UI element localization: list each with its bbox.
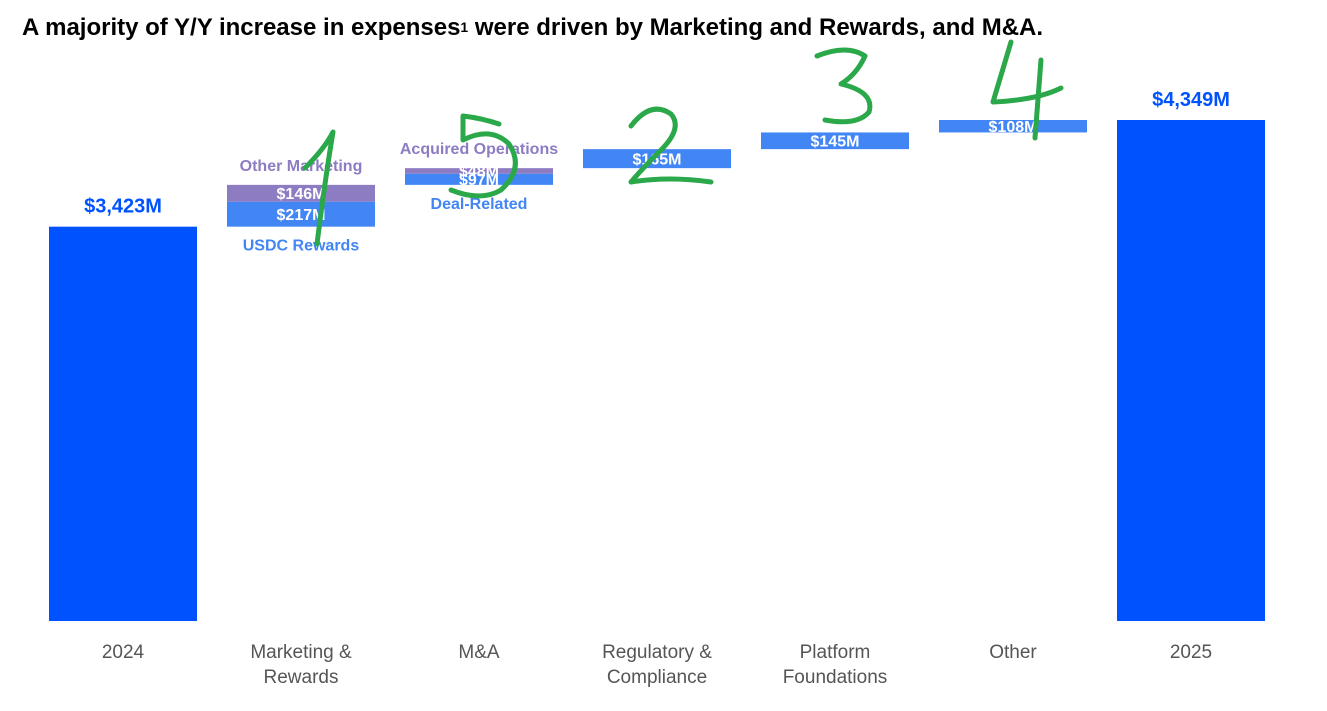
annotation-deal-related: Deal-Related: [431, 196, 528, 213]
labels-layer: $3,423M 2024 $217M $146M Marketing & Rewards $…: [84, 89, 1230, 688]
data-label-marketing-and-rewards-usdc-rewards: $217M: [277, 207, 326, 224]
handwritten-number-3: [814, 47, 873, 125]
category-label-manda: M&A: [458, 642, 500, 663]
category-label-2024: 2024: [102, 642, 145, 663]
data-label-other: $108M: [989, 119, 1038, 136]
annotation-acquired-operations: Acquired Operations: [400, 141, 558, 158]
bar-marketing-and-rewards-other-marketing: [227, 184, 375, 202]
annotation-usdc-rewards: USDC Rewards: [243, 238, 360, 255]
bar-2025: [1117, 120, 1265, 621]
handwritten-number-4: [990, 39, 1064, 141]
category-label-regulatory-and-compliance-line2: Compliance: [607, 667, 707, 688]
title-tail: were driven by Marketing and Rewards, an…: [468, 14, 1044, 41]
category-label-marketing-and-rewards-line1: Marketing &: [250, 642, 352, 663]
handwritten-number-2: [628, 106, 714, 185]
category-label-2025: 2025: [1170, 642, 1212, 663]
bar-manda-acquired-operations: [405, 168, 553, 174]
category-label-marketing-and-rewards-line2: Rewards: [264, 667, 339, 688]
bar-platform-foundations: [761, 132, 909, 150]
bar-marketing-and-rewards-usdc-rewards: [227, 201, 375, 227]
data-label-manda-acquired-operations: $48M: [459, 164, 499, 181]
data-label-2024: $3,423M: [84, 196, 162, 218]
data-label-platform-foundations: $145M: [811, 134, 860, 151]
bar-manda-deal-related: [405, 173, 553, 185]
annotation-other-marketing: Other Marketing: [240, 158, 363, 175]
bar-regulatory-and-compliance: [583, 149, 731, 169]
category-label-platform-foundations-line2: Foundations: [783, 667, 888, 688]
data-label-marketing-and-rewards-other-marketing: $146M: [277, 186, 326, 203]
handwritten-number-5: [448, 113, 518, 199]
bar-2024: [49, 226, 197, 621]
handwriting-layer: [302, 39, 1064, 247]
title-main: A majority of Y/Y increase in expenses: [22, 14, 461, 41]
category-label-other: Other: [989, 642, 1037, 663]
category-label-regulatory-and-compliance-line1: Regulatory &: [602, 642, 712, 663]
handwritten-number-1: [302, 129, 336, 247]
chart-title: A majority of Y/Y increase in expenses1 …: [22, 14, 1043, 42]
bars-layer: [49, 120, 1265, 621]
category-label-platform-foundations-line1: Platform: [800, 642, 871, 663]
bar-other: [939, 120, 1087, 133]
title-footnote-marker: 1: [460, 19, 469, 35]
data-label-manda-deal-related: $97M: [459, 172, 499, 189]
data-label-2025: $4,349M: [1152, 89, 1230, 111]
